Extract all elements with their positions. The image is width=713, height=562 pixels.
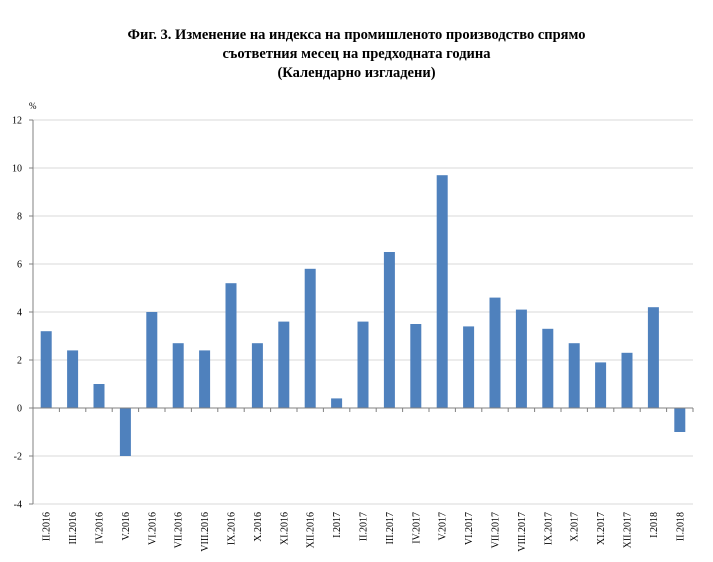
x-tick-label: I.2018 (649, 512, 660, 538)
bar (93, 384, 105, 408)
x-tick-label: X.2016 (253, 512, 264, 542)
x-tick-label: II.2018 (675, 512, 686, 541)
bar (568, 343, 580, 408)
y-tick-label: 0 (17, 404, 22, 415)
x-tick-label: VI.2017 (464, 512, 475, 545)
bar (436, 175, 448, 408)
bar (331, 398, 343, 408)
y-tick-labels: -4 -2 0 2 4 6 8 10 12 (12, 116, 22, 511)
bar (463, 326, 475, 408)
y-tick-label: -4 (14, 500, 22, 511)
bar (410, 324, 422, 408)
x-tick-label: VIII.2016 (200, 512, 211, 552)
x-tick-label: IX.2016 (227, 512, 238, 545)
x-tick-label: II.2016 (42, 512, 53, 541)
y-tick-label: -2 (14, 452, 22, 463)
y-axis-unit-label: % (29, 101, 37, 111)
bar (357, 321, 369, 408)
chart-title-line-2: съответния месец на предходната година (222, 46, 491, 62)
x-tick-label: I.2017 (332, 512, 343, 538)
bar (383, 252, 395, 408)
bar (489, 297, 501, 408)
bar (67, 350, 79, 408)
axes (29, 119, 694, 505)
bar (146, 312, 158, 408)
bar (647, 307, 659, 408)
x-tick-label: IV.2016 (95, 512, 106, 544)
y-tick-label: 10 (12, 164, 22, 175)
bar (304, 268, 316, 408)
x-tick-label: III.2016 (68, 512, 79, 545)
x-tick-label: III.2017 (385, 512, 396, 545)
bar (674, 408, 686, 432)
x-tick-labels: II.2016 III.2016 IV.2016 V.2016 VI.2016 VII.2… (42, 512, 687, 552)
y-tick-label: 8 (17, 212, 22, 223)
x-tick-label: X.2017 (570, 512, 581, 542)
x-tick-label: IV.2017 (411, 512, 422, 544)
x-tick-label: XII.2016 (306, 512, 317, 548)
bar (621, 352, 633, 408)
x-tick-label: V.2016 (121, 512, 132, 540)
x-tick-label: VII.2017 (491, 512, 502, 548)
gridlines (33, 119, 693, 505)
y-tick-label: 2 (17, 356, 22, 367)
chart-title-line-1: Фиг. 3. Изменение на индекса на промишле… (127, 27, 586, 43)
chart-title: Фиг. 3. Изменение на индекса на промишле… (0, 26, 713, 83)
x-tick-label: VIII.2017 (517, 512, 528, 552)
x-tick-label: VII.2016 (174, 512, 185, 548)
chart-title-line-3: (Календарно изгладени) (277, 65, 436, 81)
x-tick-label: V.2017 (438, 512, 449, 540)
y-tick-label: 4 (17, 308, 22, 319)
bar (172, 343, 184, 408)
bar (199, 350, 211, 408)
bar (595, 362, 607, 408)
y-tick-label: 12 (12, 116, 22, 127)
bar (225, 283, 237, 408)
x-tick-label: XI.2017 (596, 512, 607, 545)
x-tick-label: II.2017 (359, 512, 370, 541)
bar (251, 343, 263, 408)
bar (40, 331, 52, 408)
bars (40, 175, 686, 456)
bar (515, 309, 527, 408)
y-tick-label: 6 (17, 260, 22, 271)
x-tick-label: IX.2017 (543, 512, 554, 545)
bar (542, 328, 554, 408)
bar (119, 408, 131, 456)
x-tick-label: XI.2016 (279, 512, 290, 545)
x-tick-label: XII.2017 (623, 512, 634, 548)
x-tick-label: VI.2016 (147, 512, 158, 545)
bar (278, 321, 290, 408)
